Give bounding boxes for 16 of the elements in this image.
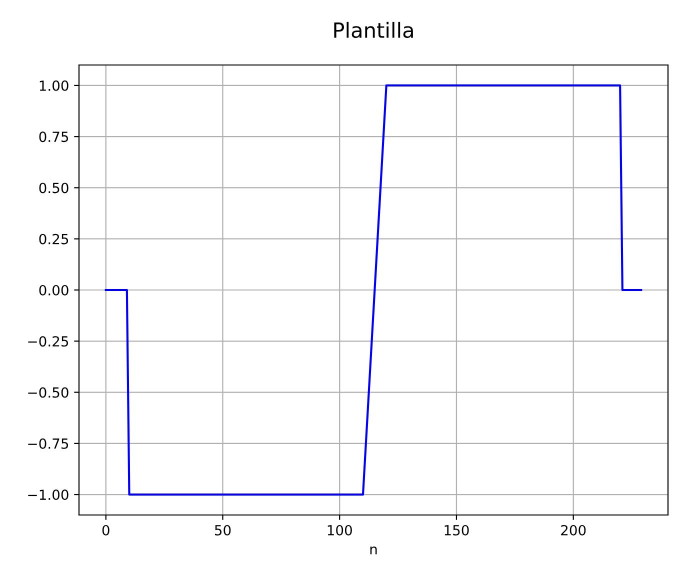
x-axis-title: n [370,546,377,554]
y-tick-label: −0.25 [28,336,68,347]
y-tick-label: 0.50 [39,182,68,194]
chart-title: Plantilla [334,22,413,38]
y-tick-label: 1.00 [40,80,68,91]
x-tick-label: 150 [444,524,469,536]
y-tick-label: 0.00 [39,284,68,296]
y-tick-label: −0.50 [28,387,68,398]
y-tick-label: 0.75 [39,132,68,142]
x-tick-label: 100 [328,524,352,536]
y-tick-label: 0.25 [39,234,68,244]
x-tick-label: 50 [214,524,231,536]
x-tick-label: 0 [102,524,110,536]
x-tick-label: 200 [561,524,586,536]
y-tick-label: −0.75 [28,438,68,449]
y-tick-label: −1.00 [28,490,68,500]
